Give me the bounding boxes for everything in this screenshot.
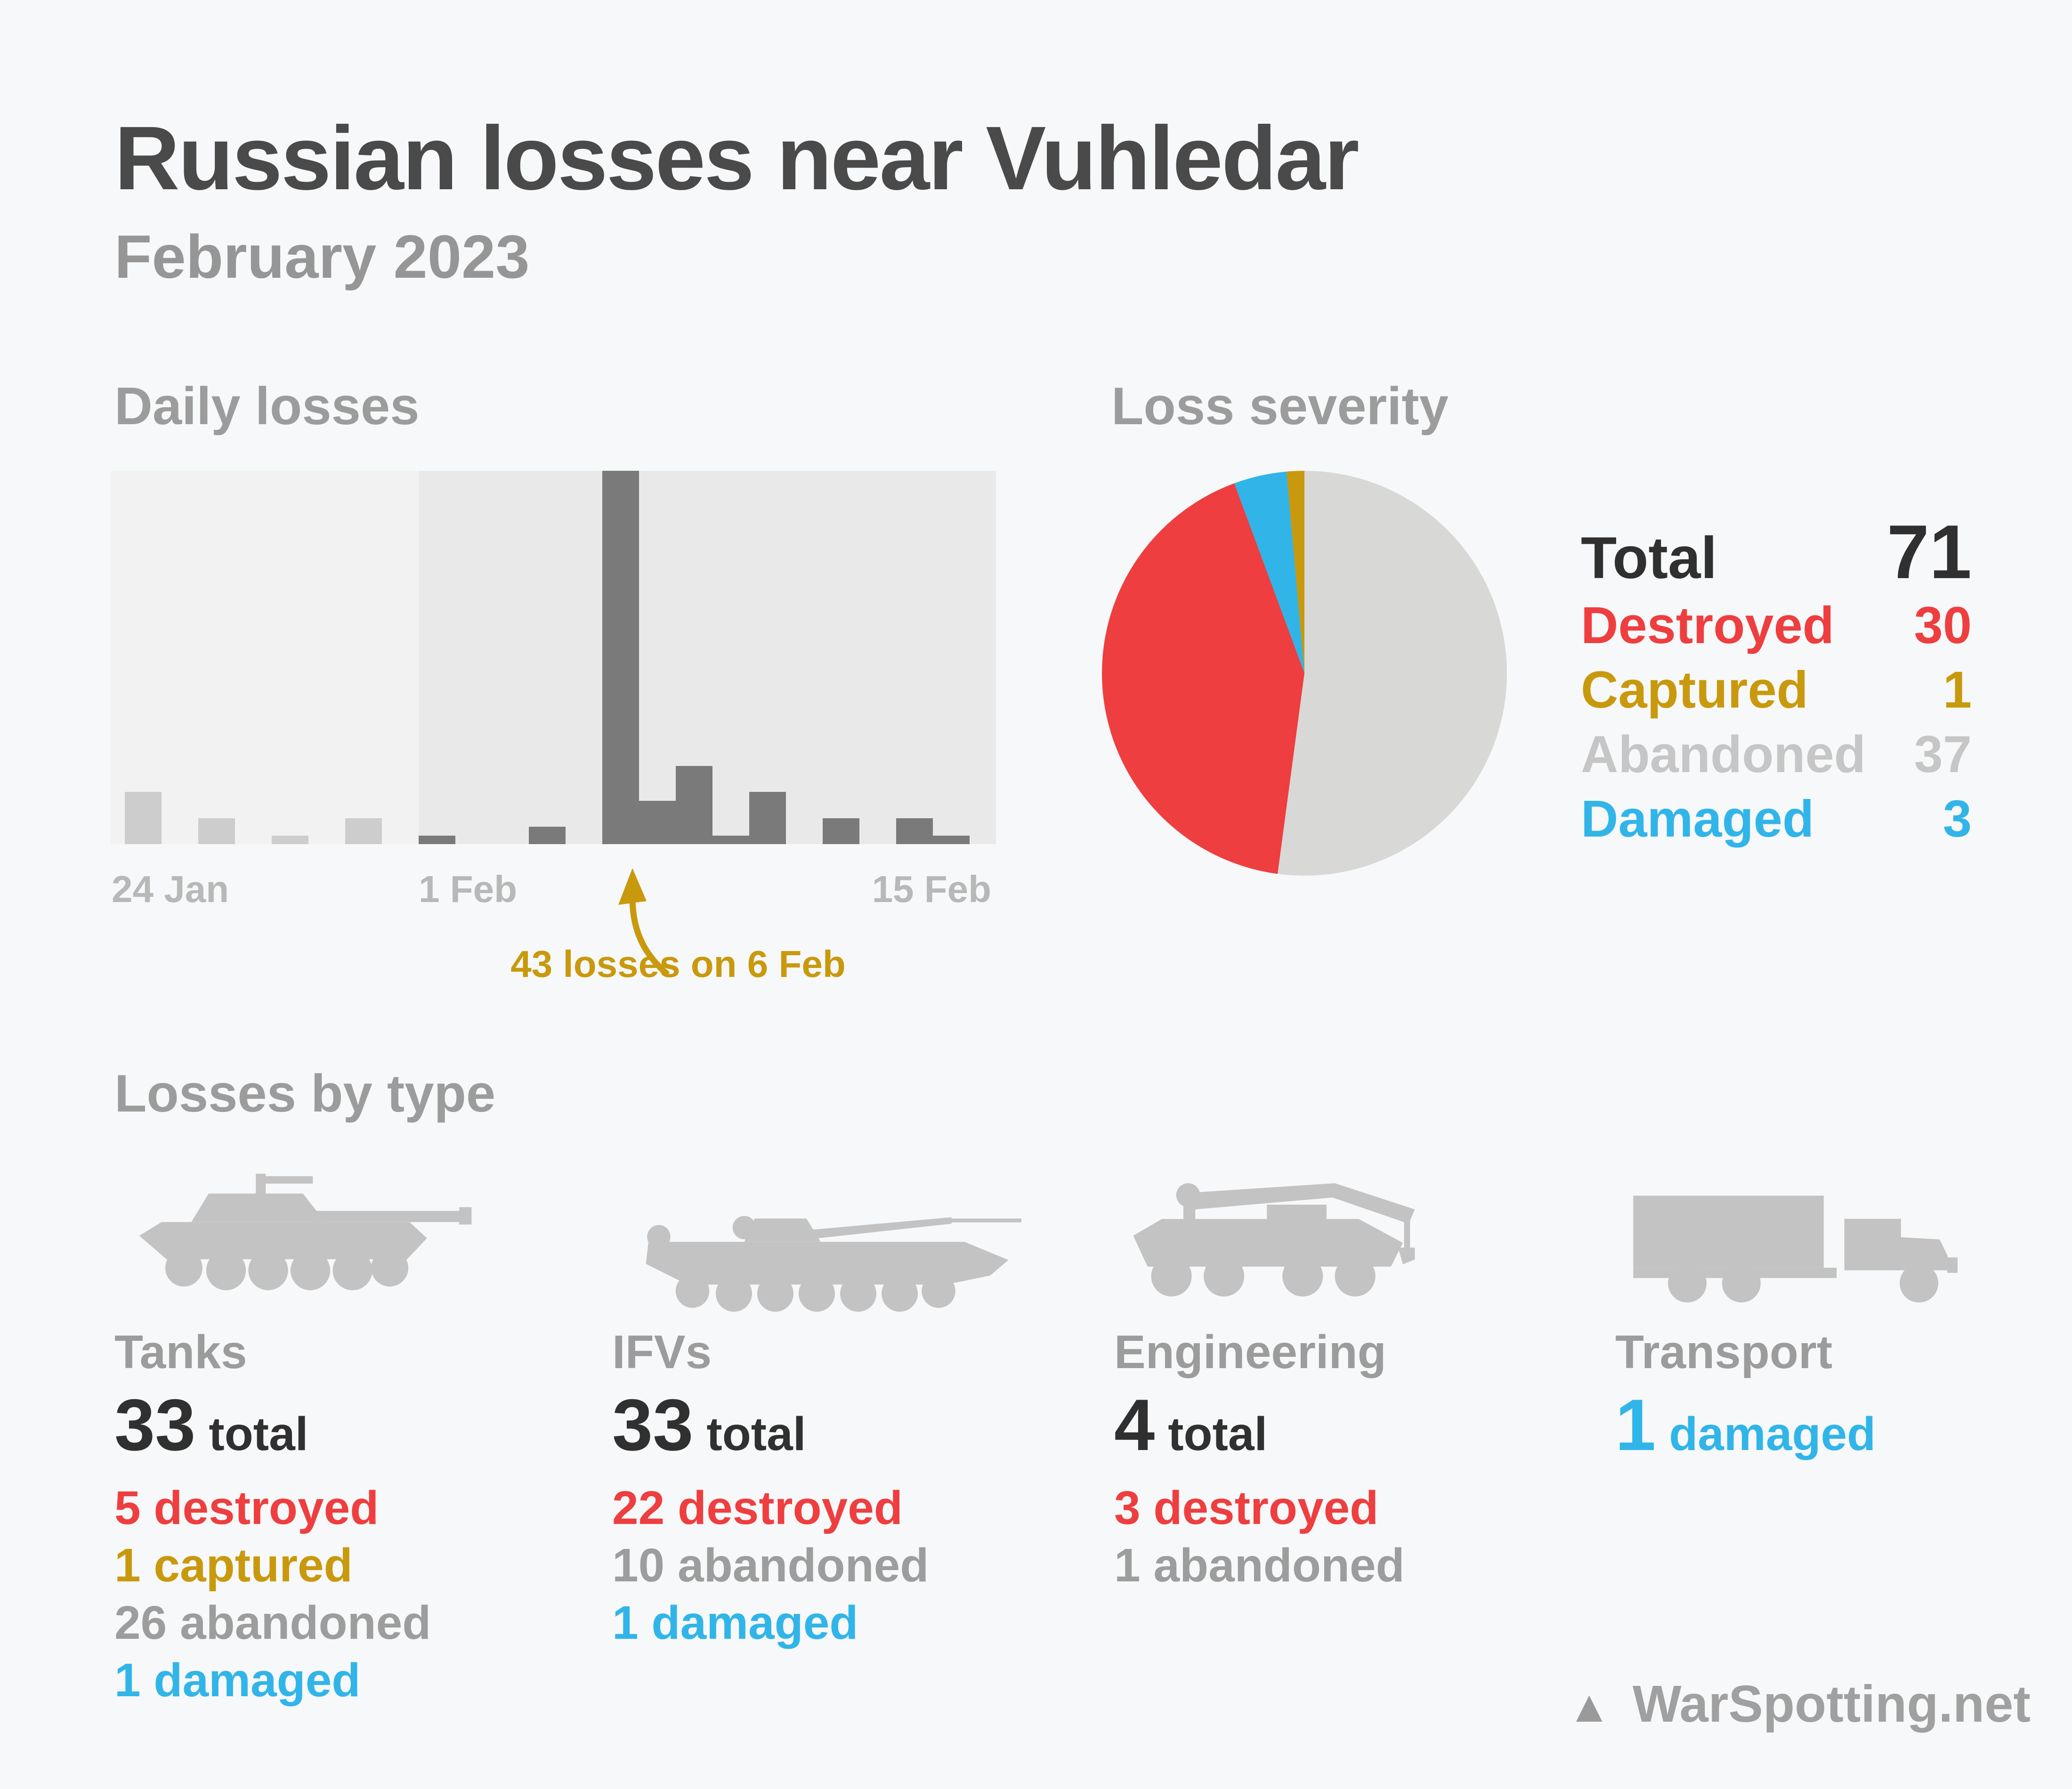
legend-row-abandoned: Abandoned 37 bbox=[1581, 725, 1972, 789]
type-total: 33 total bbox=[114, 1383, 308, 1467]
page-subtitle: February 2023 bbox=[114, 222, 530, 291]
type-label: Transport bbox=[1615, 1326, 1833, 1378]
bar-1-feb bbox=[419, 836, 455, 844]
type-row-abandoned: 10 abandoned bbox=[612, 1539, 929, 1592]
warspotting-brand: WarSpotting.net bbox=[1632, 1675, 2031, 1733]
daily-losses-bar-chart: 24 Jan 1 Feb 15 Feb bbox=[111, 471, 996, 910]
type-column-transport: Transport 1 damaged bbox=[1615, 1163, 2072, 1751]
bar-14-feb bbox=[896, 818, 933, 844]
truck-icon bbox=[1633, 1195, 1958, 1303]
legend-row-value: 37 bbox=[1914, 725, 1972, 783]
type-total-suffix: total bbox=[1168, 1408, 1268, 1460]
january-plot-background bbox=[111, 471, 419, 844]
losses-by-type-heading: Losses by type bbox=[114, 1064, 496, 1123]
bar-28-jan bbox=[272, 836, 308, 844]
x-axis-label-1-feb: 1 Feb bbox=[419, 868, 517, 910]
type-column-tanks: Tanks 33 total 5 destroyed 1 captured 26 ab… bbox=[114, 1163, 590, 1751]
bar-12-feb bbox=[823, 818, 859, 844]
bar-8-feb bbox=[676, 766, 712, 844]
type-column-engineering: Engineering 4 total 3 destroyed 1 abandone… bbox=[1114, 1163, 1590, 1751]
legend-row-value: 3 bbox=[1942, 790, 1972, 848]
legend-total-row: Total 71 bbox=[1581, 508, 1972, 596]
legend-row-label: Damaged bbox=[1581, 790, 1814, 848]
type-total-number: 1 bbox=[1615, 1384, 1656, 1466]
type-total-number: 4 bbox=[1114, 1384, 1155, 1466]
type-row-abandoned: 1 abandoned bbox=[1114, 1539, 1405, 1592]
type-row-captured: 1 captured bbox=[114, 1539, 353, 1592]
bar-9-feb bbox=[712, 836, 749, 844]
bar-15-feb bbox=[933, 836, 970, 844]
severity-legend: Total 71 Destroyed 30 Captured 1 Abandoned 37… bbox=[1581, 508, 1972, 854]
bar-4-feb bbox=[529, 827, 566, 844]
legend-row-damaged: Damaged 3 bbox=[1581, 789, 1972, 854]
legend-row-label: Abandoned bbox=[1581, 725, 1866, 783]
type-label: Tanks bbox=[114, 1326, 247, 1378]
bar-10-feb bbox=[749, 792, 786, 844]
type-column-ifvs: IFVs 33 total 22 destroyed 10 abandoned 1 d… bbox=[612, 1163, 1088, 1751]
type-total-number: 33 bbox=[612, 1384, 694, 1466]
type-total-suffix: total bbox=[706, 1408, 806, 1460]
legend-rows: Destroyed 30 Captured 1 Abandoned 37 Damaged 3 bbox=[1581, 596, 1972, 854]
type-total-number: 33 bbox=[114, 1384, 196, 1466]
legend-row-label: Destroyed bbox=[1581, 596, 1834, 654]
legend-row-label: Captured bbox=[1581, 661, 1808, 719]
engineering-icon bbox=[1133, 1183, 1415, 1297]
type-row-destroyed: 5 destroyed bbox=[114, 1482, 379, 1534]
legend-total-label: Total bbox=[1581, 525, 1717, 591]
type-row-destroyed: 3 destroyed bbox=[1114, 1482, 1379, 1534]
legend-total-value: 71 bbox=[1886, 509, 1972, 595]
type-row-damaged: 1 damaged bbox=[612, 1596, 858, 1649]
type-label: Engineering bbox=[1114, 1326, 1386, 1378]
daily-losses-heading: Daily losses bbox=[114, 377, 420, 435]
legend-row-value: 1 bbox=[1942, 661, 1972, 719]
ifv-icon bbox=[646, 1216, 1021, 1312]
bar-30-jan bbox=[345, 818, 382, 844]
type-row-destroyed: 22 destroyed bbox=[612, 1482, 903, 1534]
type-total: 4 total bbox=[1114, 1383, 1267, 1467]
footer-attribution: ▲ WarSpotting.net bbox=[1567, 1674, 2031, 1734]
type-total-suffix: total bbox=[209, 1408, 308, 1460]
type-label: IFVs bbox=[612, 1326, 712, 1378]
warspotting-triangle-icon: ▲ bbox=[1567, 1682, 1611, 1732]
type-breakdown: 22 destroyed 10 abandoned 1 damaged bbox=[612, 1479, 929, 1652]
annotation-arrow-icon bbox=[618, 868, 670, 977]
x-axis-label-15-feb: 15 Feb bbox=[872, 868, 991, 910]
bar-chart-annotation: 43 losses on 6 Feb bbox=[510, 943, 846, 985]
legend-row-captured: Captured 1 bbox=[1581, 660, 1972, 725]
bar-26-jan bbox=[198, 818, 235, 844]
bar-7-feb bbox=[639, 801, 676, 844]
legend-row-destroyed: Destroyed 30 bbox=[1581, 596, 1972, 660]
bar-6-feb bbox=[602, 471, 639, 844]
page-title: Russian losses near Vuhledar bbox=[114, 107, 1360, 209]
tank-icon bbox=[139, 1174, 472, 1290]
loss-severity-heading: Loss severity bbox=[1111, 377, 1449, 435]
type-total-suffix: damaged bbox=[1669, 1408, 1876, 1460]
bar-24-jan bbox=[125, 792, 162, 844]
x-axis-label-24-jan: 24 Jan bbox=[112, 868, 229, 910]
type-row-damaged: 1 damaged bbox=[114, 1654, 361, 1707]
legend-row-value: 30 bbox=[1914, 596, 1972, 654]
loss-severity-pie-chart bbox=[1102, 471, 1507, 876]
type-total: 1 damaged bbox=[1615, 1383, 1876, 1467]
type-total: 33 total bbox=[612, 1383, 806, 1467]
type-breakdown: 5 destroyed 1 captured 26 abandoned 1 damag… bbox=[114, 1479, 431, 1709]
type-row-abandoned: 26 abandoned bbox=[114, 1596, 431, 1649]
type-breakdown: 3 destroyed 1 abandoned bbox=[1114, 1479, 1405, 1594]
